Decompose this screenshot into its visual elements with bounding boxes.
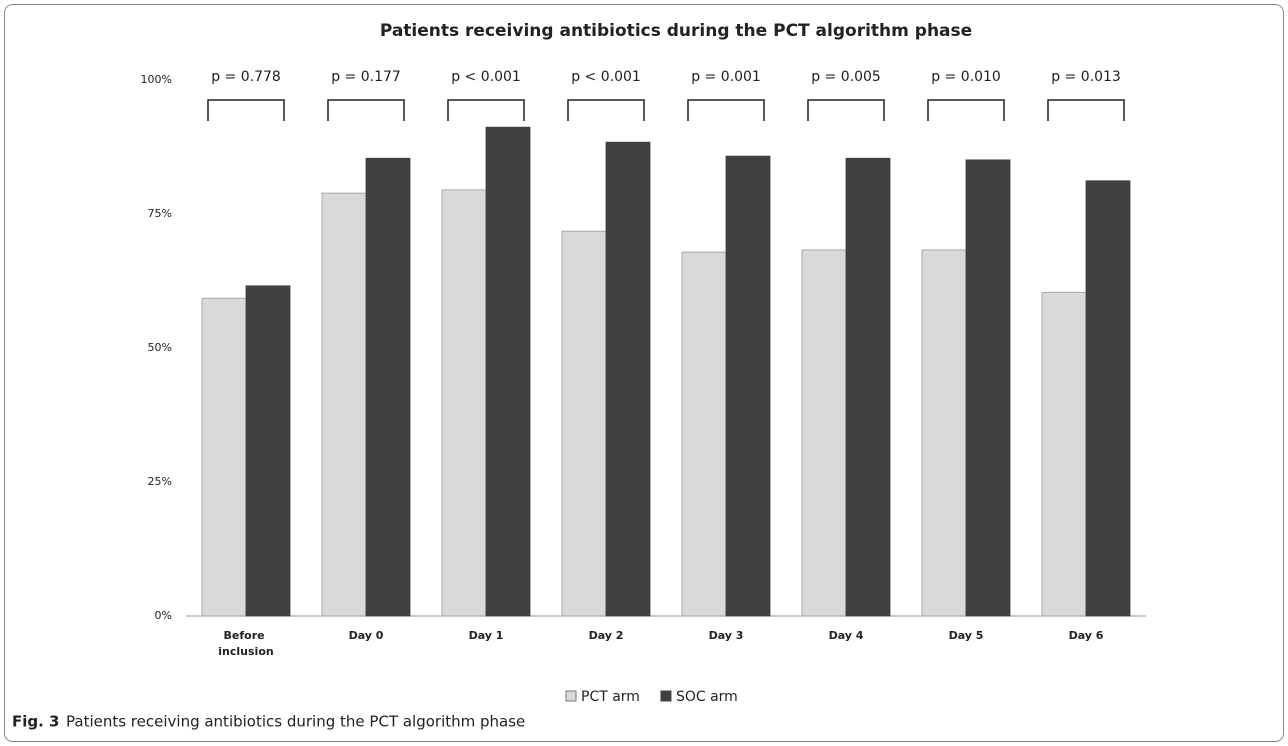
- bar: [605, 141, 651, 617]
- bar: [845, 157, 891, 617]
- p-value: p = 0.010: [931, 69, 1001, 85]
- bar: [441, 189, 487, 617]
- x-tick-label: Before inclusion: [218, 629, 273, 658]
- bar: [201, 297, 247, 617]
- x-tick-label: Day 6: [1069, 629, 1104, 642]
- y-tick-label: 100%: [141, 73, 172, 86]
- p-value: p = 0.177: [331, 69, 401, 85]
- legend-label: SOC arm: [676, 689, 738, 705]
- bracket: [447, 99, 525, 121]
- x-tick-label: Day 2: [589, 629, 624, 642]
- legend-swatch: [565, 690, 577, 702]
- bar: [321, 192, 367, 617]
- bar: [1085, 180, 1131, 617]
- bar: [801, 249, 847, 617]
- caption-text: Patients receiving antibiotics during th…: [66, 713, 525, 731]
- bracket: [927, 99, 1005, 121]
- bracket: [207, 99, 285, 121]
- bracket: [327, 99, 405, 121]
- x-tick-label: Day 3: [709, 629, 744, 642]
- bar: [921, 249, 967, 617]
- bracket: [1047, 99, 1125, 121]
- bar: [365, 157, 411, 617]
- bar: [561, 230, 607, 617]
- x-tick-label: Day 5: [949, 629, 984, 642]
- frame: [4, 4, 1284, 742]
- chart-title: Patients receiving antibiotics during th…: [380, 21, 972, 41]
- bar: [245, 285, 291, 617]
- bracket: [567, 99, 645, 121]
- p-value: p = 0.778: [211, 69, 281, 85]
- y-tick-label: 50%: [148, 341, 172, 354]
- x-tick-label: Day 4: [829, 629, 864, 642]
- bar: [1041, 291, 1087, 617]
- bar: [725, 155, 771, 617]
- p-value: p = 0.005: [811, 69, 881, 85]
- y-tick-label: 0%: [155, 609, 172, 622]
- x-tick-label: Day 1: [469, 629, 504, 642]
- legend-swatch: [660, 690, 672, 702]
- p-value: p = 0.001: [691, 69, 761, 85]
- caption-label: Fig. 3: [12, 713, 59, 731]
- bar: [681, 251, 727, 617]
- bar: [485, 126, 531, 617]
- bracket: [807, 99, 885, 121]
- bracket: [687, 99, 765, 121]
- bar: [965, 159, 1011, 617]
- p-value: p = 0.013: [1051, 69, 1121, 85]
- y-tick-label: 75%: [148, 207, 172, 220]
- p-value: p < 0.001: [571, 69, 641, 85]
- y-tick-label: 25%: [148, 475, 172, 488]
- legend-label: PCT arm: [581, 689, 640, 705]
- x-tick-label: Day 0: [349, 629, 384, 642]
- p-value: p < 0.001: [451, 69, 521, 85]
